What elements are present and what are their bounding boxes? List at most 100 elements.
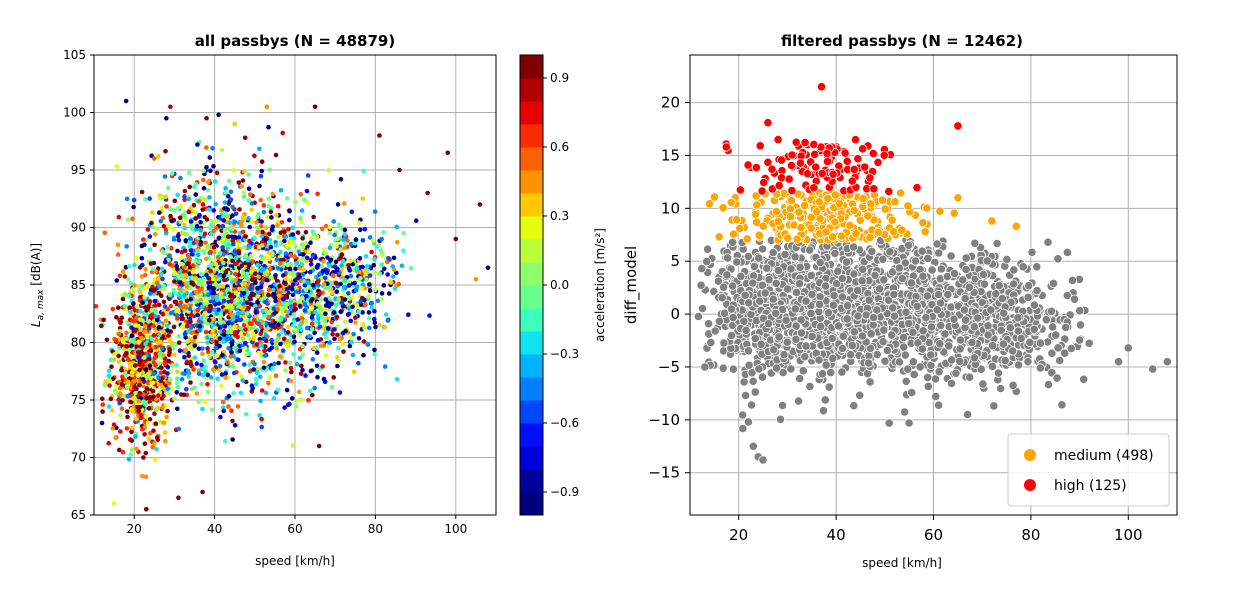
left-data-point xyxy=(254,220,259,225)
left-data-point xyxy=(349,339,354,345)
left-data-point xyxy=(373,287,378,293)
left-x-ticks: 20 40 60 80 100 xyxy=(127,515,467,536)
left-data-point xyxy=(117,385,123,391)
left-data-point xyxy=(132,283,137,288)
left-data-point xyxy=(374,244,380,249)
left-data-point xyxy=(110,426,115,431)
left-data-point xyxy=(342,293,348,298)
left-data-point xyxy=(363,253,369,259)
left-data-point xyxy=(156,291,162,296)
left-data-point xyxy=(196,248,201,254)
right-data-point-base xyxy=(933,400,944,410)
left-data-point xyxy=(243,252,248,258)
left-data-point xyxy=(351,369,357,375)
left-data-point xyxy=(216,367,222,373)
left-outlier-point xyxy=(143,506,149,512)
right-data-point-base xyxy=(755,296,765,306)
left-data-point xyxy=(214,170,220,176)
left-data-point xyxy=(283,305,288,311)
right-data-point-base xyxy=(783,284,793,294)
left-data-point xyxy=(185,339,190,344)
left-data-point xyxy=(391,255,397,261)
left-data-point xyxy=(256,350,262,356)
left-data-point xyxy=(161,283,166,289)
left-data-point xyxy=(156,340,161,345)
left-data-point xyxy=(184,386,189,392)
left-data-point xyxy=(120,339,126,345)
left-outlier-point xyxy=(445,150,451,156)
left-data-point xyxy=(332,336,337,342)
colorbar-level xyxy=(520,423,543,447)
left-outlier-point xyxy=(123,98,129,104)
left-data-point xyxy=(228,294,233,299)
left-data-point xyxy=(311,214,316,220)
left-data-point xyxy=(152,242,157,248)
left-data-point xyxy=(220,245,225,250)
left-data-point xyxy=(181,322,186,327)
left-data-point xyxy=(228,197,234,202)
right-data-point-base xyxy=(800,352,810,362)
left-data-point xyxy=(350,304,355,310)
left-data-point xyxy=(122,303,127,309)
right-data-point-base xyxy=(719,338,729,348)
left-data-point xyxy=(172,208,177,213)
left-data-point xyxy=(266,314,271,320)
left-x-tick-label: 80 xyxy=(368,522,383,536)
left-data-point xyxy=(152,303,158,308)
left-data-point xyxy=(356,336,362,341)
right-data-point-base xyxy=(775,414,786,424)
right-data-point-base xyxy=(732,257,742,267)
left-data-point xyxy=(131,204,136,210)
left-data-point xyxy=(214,311,220,317)
left-data-point xyxy=(205,340,210,345)
left-data-point xyxy=(299,316,305,321)
left-data-point xyxy=(340,258,346,264)
left-data-point xyxy=(339,263,344,268)
left-data-point xyxy=(211,299,217,305)
left-data-point xyxy=(213,345,219,351)
left-data-point xyxy=(200,202,206,207)
left-data-point xyxy=(315,279,321,284)
left-data-point xyxy=(281,273,286,278)
left-data-point xyxy=(186,196,191,202)
left-data-point xyxy=(288,338,293,343)
right-data-point-base xyxy=(768,247,778,258)
left-data-point xyxy=(160,276,165,282)
left-data-point xyxy=(257,183,262,189)
left-data-point xyxy=(291,308,297,313)
left-data-point xyxy=(116,305,121,311)
left-data-point xyxy=(159,271,164,277)
left-data-point xyxy=(291,312,297,317)
left-data-point xyxy=(246,215,251,221)
right-data-point-base xyxy=(807,289,817,300)
left-data-point xyxy=(330,273,336,278)
left-data-point xyxy=(166,223,171,228)
left-data-point xyxy=(119,315,124,321)
left-data-point xyxy=(140,300,145,306)
left-data-point xyxy=(197,328,202,333)
left-y-axis-label-sub: a, max xyxy=(36,289,46,321)
left-data-point xyxy=(163,149,168,154)
left-y-tick-label: 105 xyxy=(63,48,86,62)
left-data-point xyxy=(184,324,190,329)
left-data-point xyxy=(128,281,134,286)
left-data-point xyxy=(241,190,247,195)
left-data-point xyxy=(198,272,204,277)
left-data-point xyxy=(271,292,276,297)
right-data-point-base xyxy=(696,280,706,290)
colorbar-level xyxy=(520,170,543,194)
left-data-point xyxy=(184,360,190,365)
left-data-point xyxy=(183,238,188,243)
right-data-point-base xyxy=(798,366,808,376)
left-data-point xyxy=(310,282,316,288)
left-data-point xyxy=(151,441,157,446)
left-data-point xyxy=(167,338,173,344)
left-data-point xyxy=(225,214,231,220)
left-data-point xyxy=(247,224,252,230)
left-data-point xyxy=(268,266,273,272)
left-data-point xyxy=(215,297,220,303)
left-data-point xyxy=(275,222,280,228)
left-data-point xyxy=(226,345,231,351)
left-data-point xyxy=(257,374,263,380)
right-data-point-base xyxy=(706,337,716,348)
